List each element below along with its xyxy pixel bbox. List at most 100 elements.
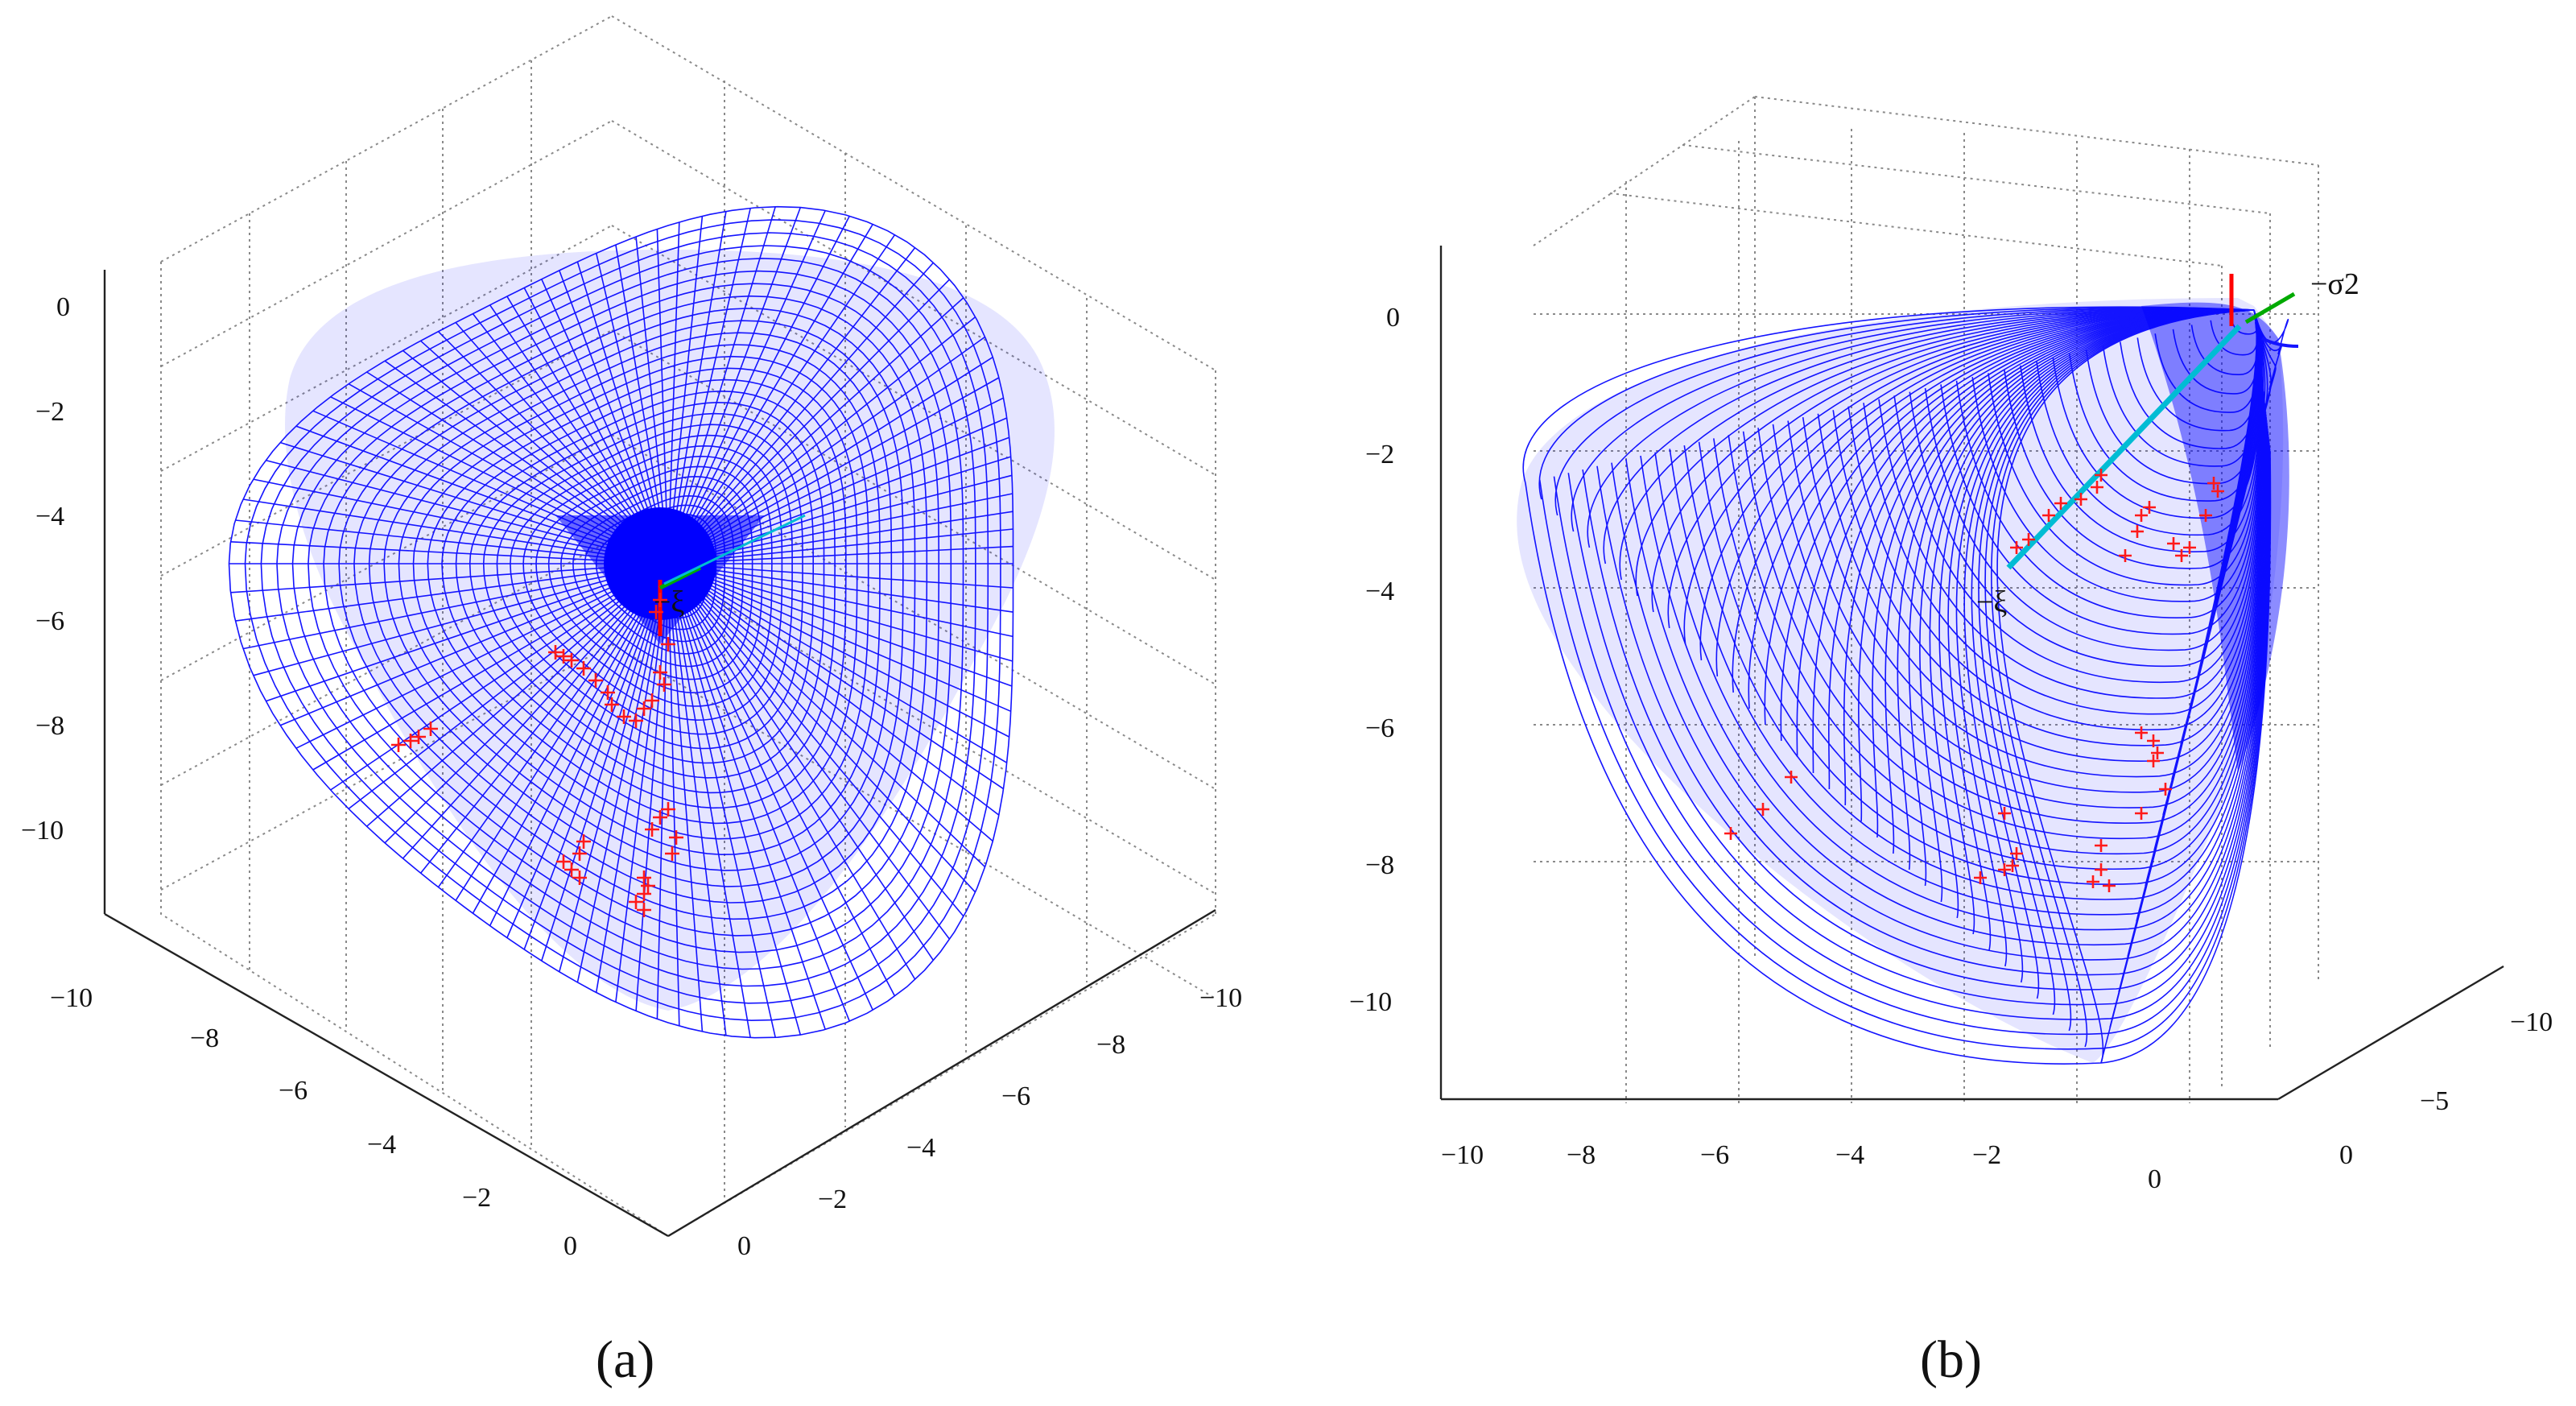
mesh-line [541, 563, 669, 961]
mesh-line [667, 210, 826, 564]
panel-b-y-tick: 0 [2339, 1140, 2353, 1170]
data-point [1974, 871, 1987, 884]
mesh-line [1832, 391, 2265, 746]
panel-a: −ξ 0 −2 −4 −6 −8 −10 −10 −8 −6 −4 −2 0 −… [21, 15, 1242, 1389]
data-point [669, 830, 683, 845]
mesh-line [667, 563, 802, 1036]
data-point [2135, 726, 2148, 739]
mesh-line [667, 563, 976, 893]
mesh-line [1858, 309, 2255, 822]
mesh-line [1596, 436, 2270, 990]
panel-b-z-tick: −4 [1365, 577, 1394, 606]
mesh-line [1625, 431, 2269, 961]
data-point [2143, 501, 2156, 514]
mesh-line [1940, 370, 2263, 635]
data-point [2095, 469, 2107, 482]
data-point [2119, 549, 2132, 562]
mesh-line [506, 563, 669, 938]
data-point [1785, 771, 1798, 784]
mesh-line [1909, 376, 2264, 668]
mesh-line [253, 563, 669, 676]
mesh-line [2069, 345, 2260, 502]
panel-b-sigma2-label: −σ2 [2310, 267, 2359, 301]
data-point [2167, 537, 2180, 550]
data-point [564, 653, 579, 668]
mesh-line [1885, 309, 2255, 854]
mesh-line [667, 563, 851, 1022]
mesh-line [1971, 364, 2262, 602]
mesh-line [1611, 434, 2269, 976]
data-point [2010, 847, 2023, 860]
mesh-line [667, 563, 776, 1038]
mesh-line [1651, 308, 2255, 613]
mesh-line [667, 563, 964, 917]
mesh-line [437, 563, 669, 888]
data-point [2010, 541, 2023, 554]
mesh-line [667, 563, 993, 842]
mesh-line [667, 563, 1013, 662]
mesh-line [1654, 425, 2268, 931]
data-point [661, 802, 675, 817]
mesh-line [2136, 332, 2259, 432]
mesh-line [472, 563, 669, 914]
data-point [564, 862, 579, 877]
panel-a-z-tick: −2 [35, 397, 64, 427]
mesh-line [1878, 383, 2264, 699]
data-point [2159, 783, 2172, 796]
mesh-line [667, 246, 916, 564]
data-point [661, 637, 675, 651]
panel-b-axes [1439, 246, 2504, 1101]
mesh-line [667, 216, 704, 564]
data-point [665, 846, 679, 861]
panel-a-x-tick: −10 [50, 983, 93, 1013]
panel-b-y-ticks: −10 −5 0 [2339, 1007, 2553, 1170]
data-point [2091, 481, 2103, 494]
mesh-line [1963, 309, 2255, 983]
panel-b-y-tick: −10 [2510, 1007, 2553, 1037]
mesh-line [1827, 309, 2255, 790]
data-point [572, 870, 587, 885]
mesh-line [1955, 309, 2255, 967]
panel-a-hydrostatic-axis: −ξ [654, 514, 806, 636]
panel-b-z-tick: −6 [1365, 713, 1394, 743]
data-point [2054, 497, 2067, 510]
mesh-line [312, 563, 669, 771]
panel-b-caption: (b) [1920, 1330, 1982, 1389]
mesh-line [1919, 309, 2255, 903]
data-point [548, 645, 563, 660]
mesh-line [2020, 355, 2261, 552]
data-point [2095, 839, 2107, 852]
mesh-line [1553, 445, 2271, 1036]
data-point [629, 895, 643, 909]
mesh-line [1748, 309, 2255, 709]
data-point [403, 734, 418, 748]
mesh-line [1764, 309, 2255, 726]
panel-a-caption: (a) [596, 1330, 654, 1389]
data-point [2147, 755, 2160, 767]
mesh-line [667, 563, 704, 1032]
panel-b-x-ticks: −10 −8 −6 −4 −2 0 [1441, 1140, 2161, 1194]
data-point [572, 846, 587, 861]
mesh-line [1538, 307, 2255, 500]
mesh-line [667, 563, 986, 868]
mesh-line [1525, 450, 2272, 1065]
mesh-line [667, 563, 751, 1038]
data-point [576, 834, 591, 849]
panel-b-z-tick: 0 [1386, 303, 1400, 333]
mesh-line [2253, 309, 2289, 355]
mesh-line [455, 563, 669, 901]
data-point [391, 738, 406, 752]
mesh-line [667, 211, 727, 564]
mesh-line [1667, 309, 2255, 629]
panel-a-y-tick: −8 [1096, 1030, 1125, 1060]
mesh-line [1984, 309, 2255, 1032]
data-point [601, 685, 615, 700]
mesh-line [667, 563, 874, 1011]
mesh-line [667, 563, 951, 940]
panel-b-x-tick: −8 [1567, 1140, 1596, 1170]
mesh-line [667, 563, 1013, 687]
mesh-line [1728, 411, 2267, 855]
data-point [2199, 509, 2212, 522]
mesh-line [1847, 388, 2264, 731]
